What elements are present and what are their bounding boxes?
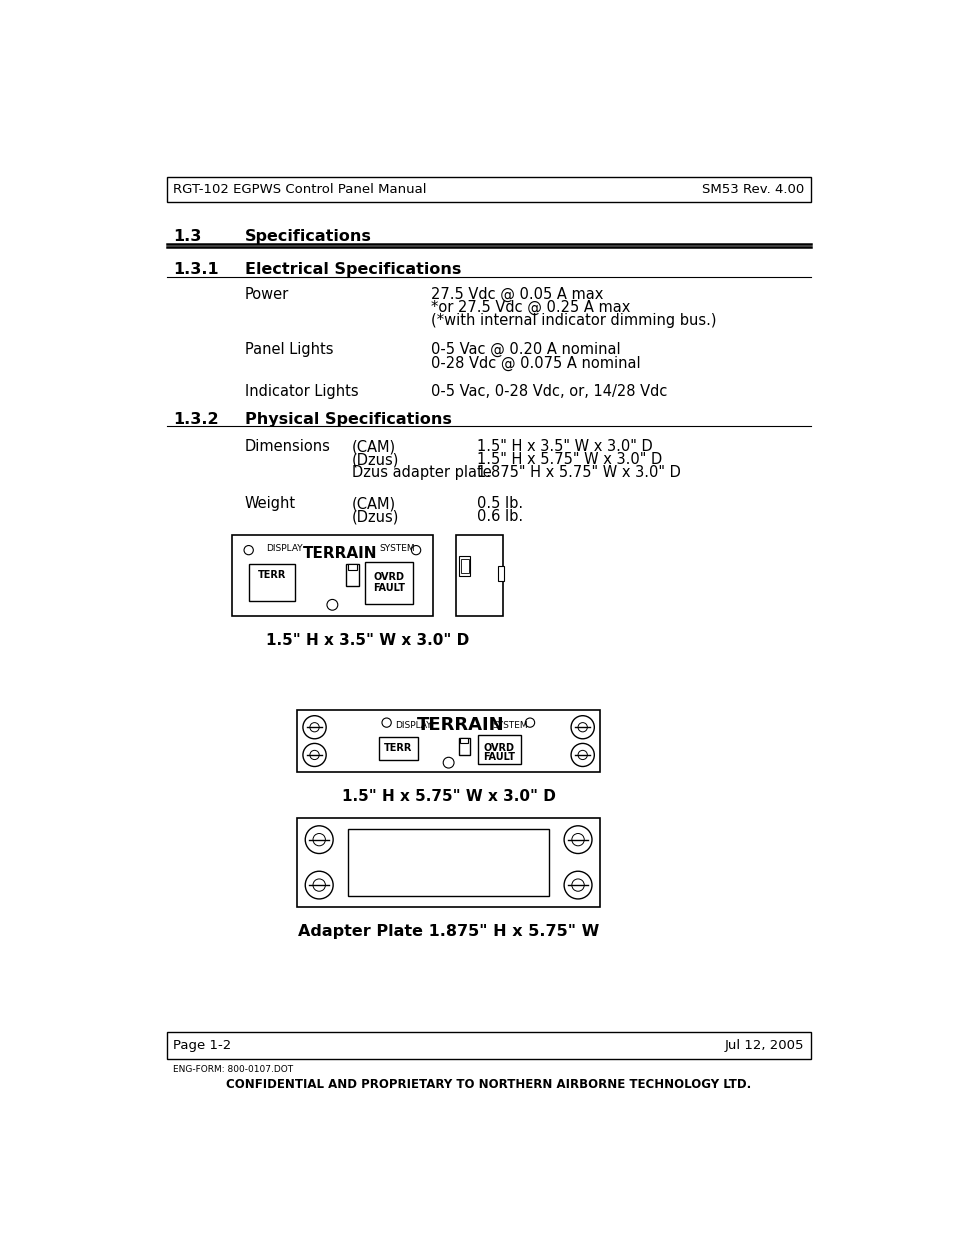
Text: Weight: Weight — [245, 496, 295, 511]
Text: (Dzus): (Dzus) — [352, 452, 398, 467]
Bar — [167, 1032, 810, 1060]
Bar — [456, 535, 502, 615]
Text: DISPLAY: DISPLAY — [395, 721, 432, 730]
Text: FAULT: FAULT — [483, 752, 515, 762]
Text: 1.5" H x 3.5" W x 3.0" D: 1.5" H x 3.5" W x 3.0" D — [265, 632, 468, 647]
Text: 0-5 Vac @ 0.20 A nominal: 0-5 Vac @ 0.20 A nominal — [431, 342, 619, 357]
Text: ENG-FORM: 800-0107.DOT: ENG-FORM: 800-0107.DOT — [173, 1065, 294, 1073]
Bar — [249, 564, 294, 601]
Text: TERR: TERR — [257, 571, 286, 580]
Bar — [477, 735, 520, 764]
Text: 1.5" H x 5.75" W x 3.0" D: 1.5" H x 5.75" W x 3.0" D — [341, 789, 555, 804]
Bar — [497, 566, 504, 580]
Text: TERRAIN: TERRAIN — [416, 716, 503, 735]
Text: Jul 12, 2005: Jul 12, 2005 — [724, 1039, 803, 1052]
Bar — [459, 739, 468, 743]
Bar — [365, 562, 413, 604]
Text: Indicator Lights: Indicator Lights — [245, 384, 358, 399]
Bar — [232, 535, 433, 615]
Text: (CAM): (CAM) — [352, 440, 395, 454]
Bar — [458, 739, 469, 755]
Text: SYSTEM: SYSTEM — [493, 721, 528, 730]
Text: 27.5 Vdc @ 0.05 A max: 27.5 Vdc @ 0.05 A max — [431, 287, 602, 303]
Bar — [460, 559, 468, 573]
Bar — [348, 829, 549, 895]
Text: Physical Specifications: Physical Specifications — [245, 411, 451, 426]
Bar — [346, 564, 358, 585]
Text: 0-5 Vac, 0-28 Vdc, or, 14/28 Vdc: 0-5 Vac, 0-28 Vdc, or, 14/28 Vdc — [431, 384, 666, 399]
Text: 1.3.2: 1.3.2 — [173, 411, 219, 426]
Text: 0.6 lb.: 0.6 lb. — [476, 509, 523, 525]
Text: OVRD: OVRD — [373, 573, 404, 583]
Text: Adapter Plate 1.875" H x 5.75" W: Adapter Plate 1.875" H x 5.75" W — [297, 924, 598, 939]
Text: Page 1-2: Page 1-2 — [173, 1039, 232, 1052]
Text: TERR: TERR — [384, 743, 412, 753]
Text: Dimensions: Dimensions — [245, 440, 331, 454]
Text: Panel Lights: Panel Lights — [245, 342, 333, 357]
Text: 1.5" H x 5.75" W x 3.0" D: 1.5" H x 5.75" W x 3.0" D — [476, 452, 661, 467]
Bar — [348, 564, 356, 571]
Text: SM53 Rev. 4.00: SM53 Rev. 4.00 — [701, 183, 803, 196]
Text: RGT-102 EGPWS Control Panel Manual: RGT-102 EGPWS Control Panel Manual — [173, 183, 427, 196]
Bar — [297, 818, 599, 906]
Text: 0.5 lb.: 0.5 lb. — [476, 496, 523, 511]
Text: 1.3.1: 1.3.1 — [173, 262, 219, 277]
Bar — [297, 710, 599, 772]
Bar — [459, 556, 470, 577]
Text: 1.3: 1.3 — [173, 228, 202, 245]
Text: Dzus adapter plate: Dzus adapter plate — [352, 466, 491, 480]
Bar — [378, 737, 417, 761]
Text: (*with internal indicator dimming bus.): (*with internal indicator dimming bus.) — [431, 312, 716, 329]
Text: CONFIDENTIAL AND PROPRIETARY TO NORTHERN AIRBORNE TECHNOLOGY LTD.: CONFIDENTIAL AND PROPRIETARY TO NORTHERN… — [226, 1078, 751, 1092]
Text: Electrical Specifications: Electrical Specifications — [245, 262, 460, 277]
Text: OVRD: OVRD — [483, 742, 515, 752]
Text: FAULT: FAULT — [373, 583, 404, 593]
Text: (CAM): (CAM) — [352, 496, 395, 511]
Text: 0-28 Vdc @ 0.075 A nominal: 0-28 Vdc @ 0.075 A nominal — [431, 356, 639, 370]
Text: Power: Power — [245, 287, 289, 301]
Text: *or 27.5 Vdc @ 0.25 A max: *or 27.5 Vdc @ 0.25 A max — [431, 300, 630, 315]
Text: SYSTEM: SYSTEM — [378, 545, 414, 553]
Bar — [167, 178, 810, 203]
Text: DISPLAY: DISPLAY — [266, 545, 302, 553]
Text: 1.5" H x 3.5" W x 3.0" D: 1.5" H x 3.5" W x 3.0" D — [476, 440, 653, 454]
Text: (Dzus): (Dzus) — [352, 509, 398, 525]
Text: 1.875" H x 5.75" W x 3.0" D: 1.875" H x 5.75" W x 3.0" D — [476, 466, 680, 480]
Text: TERRAIN: TERRAIN — [302, 546, 377, 561]
Text: Specifications: Specifications — [245, 228, 372, 245]
